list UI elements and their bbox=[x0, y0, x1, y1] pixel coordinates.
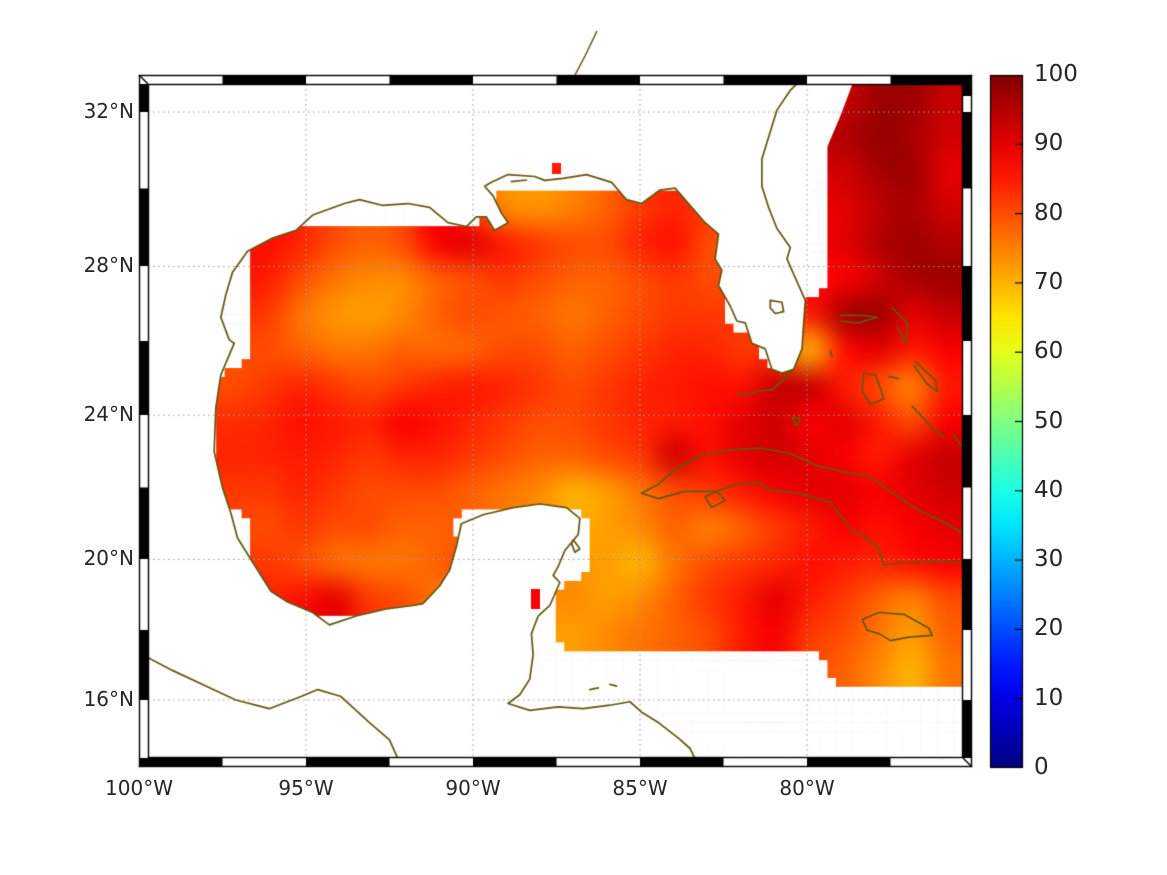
figure: 100°W 95°W 90°W 85°W 80°W 32°N 28°N 24°N 20°N 16°… bbox=[0, 0, 1167, 875]
map-canvas bbox=[0, 0, 1167, 875]
